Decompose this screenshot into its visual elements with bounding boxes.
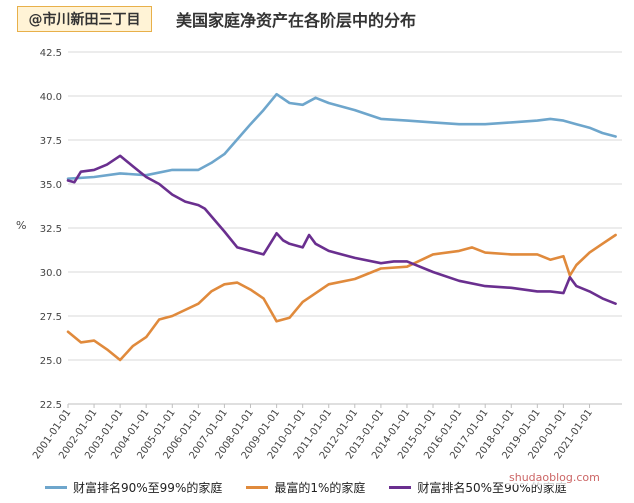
series-lines [66, 92, 617, 362]
legend-label-top1: 最富的1%的家庭 [274, 480, 366, 495]
legend-swatch-top1 [246, 485, 269, 489]
legend-item-90-99: 财富排名90%至99%的家庭 [45, 479, 222, 496]
y-tick-label: 35.0 [40, 180, 62, 191]
legend-swatch-90-99 [45, 485, 67, 489]
grid-lines [68, 51, 622, 405]
y-tick-label: 40.0 [40, 92, 62, 103]
series-line-2 [66, 154, 617, 306]
y-tick-label: 32.5 [40, 224, 62, 235]
y-tick-label: 27.5 [40, 312, 62, 323]
watermark-label: @市川新田三丁目 [17, 6, 152, 32]
y-tick-label: 30.0 [40, 268, 62, 279]
corner-watermark: shudaoblog.com [505, 470, 604, 485]
chart-title: 美国家庭净资产在各阶层中的分布 [176, 11, 417, 30]
y-tick-label: 22.5 [40, 400, 62, 411]
y-tick-label: 37.5 [40, 136, 62, 147]
y-axis-ticks: 22.5 25.0 27.5 30.0 32.5 35.0 37.5 40.0 42.5 [40, 48, 62, 411]
legend-swatch-50-90 [389, 485, 412, 489]
y-tick-label: 42.5 [40, 48, 62, 59]
series-line-1 [66, 233, 617, 362]
legend-item-top1: 最富的1%的家庭 [246, 479, 365, 496]
y-tick-label: 25.0 [40, 356, 62, 367]
series-line-0 [66, 92, 617, 180]
x-axis-ticks: 2001-01-012002-01-012003-01-012004-01-01… [31, 404, 595, 461]
legend-label-90-99: 财富排名90%至99%的家庭 [73, 480, 223, 495]
y-axis-label: % [16, 219, 26, 232]
